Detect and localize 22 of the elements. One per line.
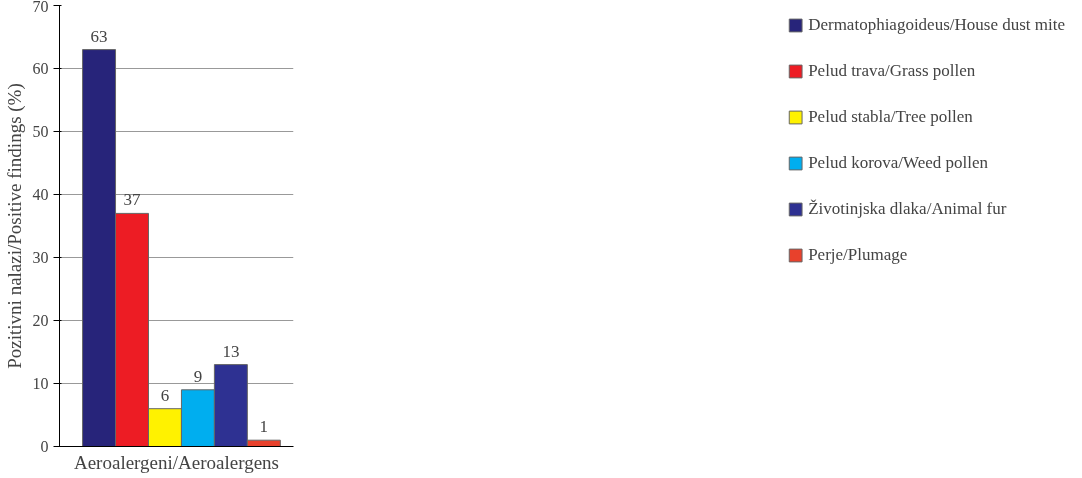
data-label: 13 [222, 341, 240, 361]
data-label: 9 [193, 366, 203, 386]
y-tick-label: 20 [32, 312, 49, 329]
y-axis-title: Pozitivni nalazi/Positive findings (%) [3, 83, 26, 369]
data-label: 6 [160, 385, 170, 405]
legend-label: Perje/Plumage [808, 245, 908, 265]
legend-label: Pelud stabla/Tree pollen [808, 107, 973, 127]
y-tick-label: 0 [40, 438, 49, 455]
legend-label: Pelud korova/Weed pollen [808, 153, 989, 173]
data-label: 63 [90, 26, 108, 46]
legend-label: Dermatophiagoideus/House dust mite [808, 15, 1065, 35]
y-tick-label: 40 [32, 186, 49, 203]
legend-label: Životinjska dlaka/Animal fur [808, 199, 1007, 219]
y-tick-label: 70 [32, 0, 49, 15]
y-tick-label: 50 [32, 123, 49, 140]
y-tick-label: 30 [32, 249, 49, 266]
data-label: 37 [123, 190, 142, 210]
y-tick-label: 10 [32, 375, 49, 392]
x-axis-title: Aeroalergeni/Aeroalergens [73, 451, 280, 473]
y-tick-label: 60 [32, 60, 49, 77]
legend-label: Pelud trava/Grass pollen [808, 61, 976, 81]
data-label: 1 [259, 417, 269, 437]
